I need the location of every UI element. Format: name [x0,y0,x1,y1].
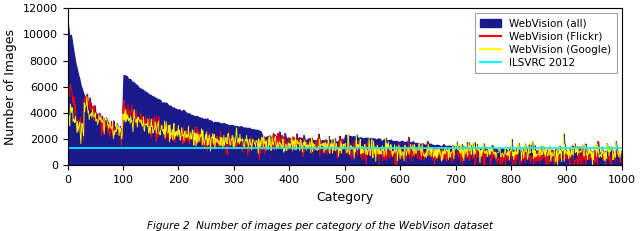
X-axis label: Category: Category [316,191,373,204]
Y-axis label: Number of Images: Number of Images [4,29,17,145]
Text: Figure 2  Number of images per category of the WebVison dataset: Figure 2 Number of images per category o… [147,221,493,231]
Legend: WebVision (all), WebVision (Flickr), WebVision (Google), ILSVRC 2012: WebVision (all), WebVision (Flickr), Web… [475,13,616,73]
